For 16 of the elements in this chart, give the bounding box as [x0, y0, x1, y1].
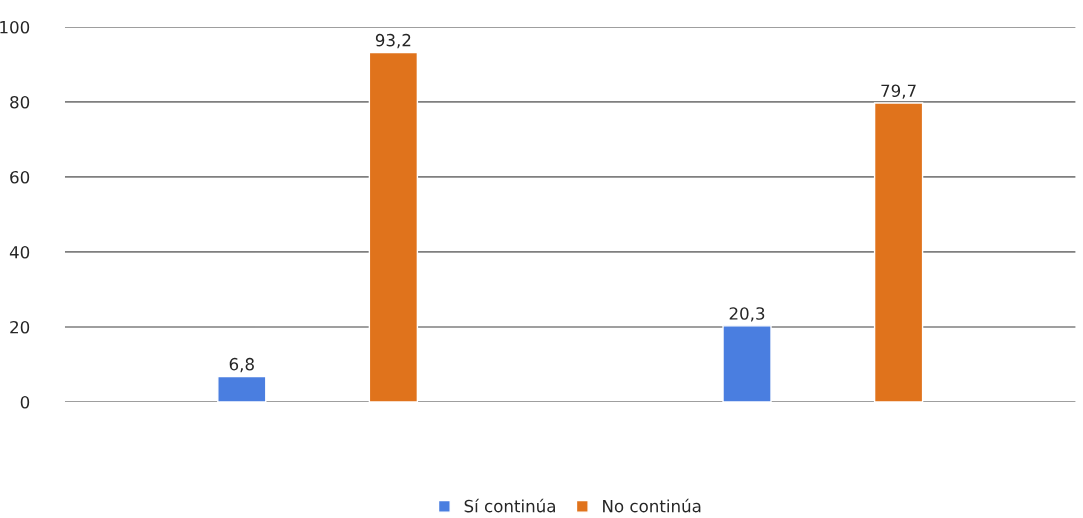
bar [217, 375, 267, 402]
bar [722, 325, 772, 402]
y-tick-label: 40 [9, 245, 30, 259]
y-tick-label: 60 [10, 170, 30, 184]
legend-label: No continúa [603, 498, 701, 513]
data-label: 79,7 [881, 84, 916, 99]
y-tick-label: 100 [0, 20, 30, 34]
y-tick-label: 20 [10, 320, 30, 334]
data-label: 20,3 [729, 307, 765, 322]
legend-label: Sí continúa [464, 498, 555, 513]
data-label: 6,8 [229, 357, 254, 373]
bar [873, 102, 924, 402]
y-tick-label: 0 [20, 395, 30, 409]
y-tick-label: 80 [10, 95, 30, 109]
data-label: 93,2 [375, 33, 411, 49]
bar [368, 51, 419, 402]
